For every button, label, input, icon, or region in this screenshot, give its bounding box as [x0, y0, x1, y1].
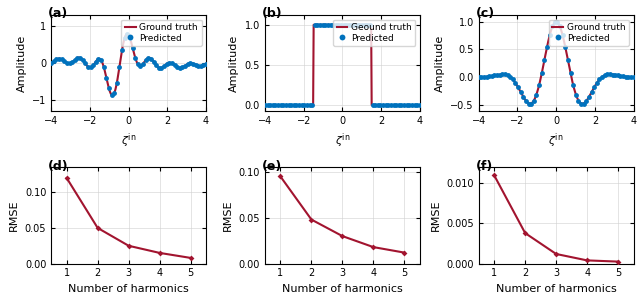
Ground truth: [48, 61, 56, 65]
Ground truth: [552, 20, 560, 24]
Predicted: [97, 58, 105, 62]
Ground truth: [124, 32, 131, 36]
Ground truth: [47, 61, 55, 65]
Geound truth: [354, 23, 362, 27]
Predicted: [630, 75, 637, 79]
Predicted: [501, 73, 509, 76]
Y-axis label: RMSE: RMSE: [223, 200, 233, 231]
X-axis label: Number of harmonics: Number of harmonics: [68, 284, 189, 294]
Ground truth: [476, 75, 483, 79]
Y-axis label: RMSE: RMSE: [10, 200, 19, 231]
Legend: Ground truth, Predicted: Ground truth, Predicted: [548, 20, 629, 46]
Ground truth: [179, 65, 187, 69]
Ground truth: [630, 75, 637, 79]
Ground truth: [616, 74, 624, 78]
Geound truth: [356, 23, 364, 27]
Ground truth: [202, 62, 210, 65]
Geound truth: [262, 103, 269, 107]
Line: Ground truth: Ground truth: [479, 22, 634, 104]
Y-axis label: Amplitude: Amplitude: [17, 35, 26, 92]
Y-axis label: Amplitude: Amplitude: [229, 35, 239, 92]
X-axis label: $\zeta^{\mathrm{in}}$: $\zeta^{\mathrm{in}}$: [548, 132, 564, 151]
Line: Predicted: Predicted: [476, 19, 636, 106]
Predicted: [316, 23, 324, 27]
Ground truth: [607, 72, 614, 76]
Predicted: [314, 23, 321, 27]
Predicted: [530, 99, 538, 103]
Predicted: [202, 62, 210, 65]
Ground truth: [568, 76, 575, 79]
Predicted: [520, 95, 527, 99]
Text: (a): (a): [48, 8, 68, 20]
Predicted: [577, 102, 585, 105]
Line: Ground truth: Ground truth: [51, 34, 206, 95]
Predicted: [47, 61, 55, 65]
Predicted: [361, 23, 369, 27]
Geound truth: [310, 23, 317, 27]
Predicted: [306, 103, 314, 107]
Predicted: [87, 66, 95, 69]
Ground truth: [526, 102, 534, 105]
Predicted: [416, 103, 424, 107]
Predicted: [261, 103, 269, 107]
Predicted: [527, 102, 535, 105]
Legend: Ground truth, Predicted: Ground truth, Predicted: [122, 20, 202, 46]
Predicted: [124, 32, 131, 36]
Ground truth: [571, 88, 579, 92]
X-axis label: $\zeta^{\mathrm{in}}$: $\zeta^{\mathrm{in}}$: [121, 132, 136, 151]
Geound truth: [392, 103, 400, 107]
Ground truth: [141, 60, 148, 64]
Predicted: [551, 20, 559, 24]
X-axis label: Number of harmonics: Number of harmonics: [282, 284, 403, 294]
X-axis label: Number of harmonics: Number of harmonics: [496, 284, 616, 294]
Text: (e): (e): [262, 160, 282, 173]
Predicted: [108, 93, 115, 97]
Predicted: [311, 23, 319, 27]
Text: (f): (f): [476, 160, 493, 173]
X-axis label: $\zeta^{\mathrm{in}}$: $\zeta^{\mathrm{in}}$: [335, 132, 350, 151]
Geound truth: [353, 23, 361, 27]
Predicted: [475, 75, 483, 79]
Text: (d): (d): [48, 160, 68, 173]
Predicted: [100, 65, 108, 68]
Predicted: [92, 60, 100, 63]
Ground truth: [189, 62, 196, 65]
Geound truth: [416, 103, 424, 107]
Ground truth: [568, 78, 576, 82]
Y-axis label: Amplitude: Amplitude: [435, 35, 445, 92]
Line: Predicted: Predicted: [262, 22, 422, 108]
Ground truth: [109, 94, 116, 97]
Predicted: [515, 86, 522, 89]
Text: (c): (c): [476, 8, 495, 20]
Line: Predicted: Predicted: [49, 32, 209, 97]
Predicted: [150, 60, 157, 64]
Geound truth: [261, 103, 269, 107]
Predicted: [301, 103, 308, 107]
Y-axis label: RMSE: RMSE: [431, 200, 441, 231]
Ground truth: [143, 57, 151, 61]
Legend: Geound truth, Predicted: Geound truth, Predicted: [333, 20, 415, 46]
Ground truth: [475, 75, 483, 79]
Geound truth: [402, 103, 410, 107]
Text: (b): (b): [262, 8, 282, 20]
Ground truth: [140, 61, 148, 64]
Predicted: [525, 102, 532, 105]
Predicted: [287, 103, 295, 107]
Predicted: [74, 56, 81, 60]
Line: Geound truth: Geound truth: [265, 25, 420, 105]
